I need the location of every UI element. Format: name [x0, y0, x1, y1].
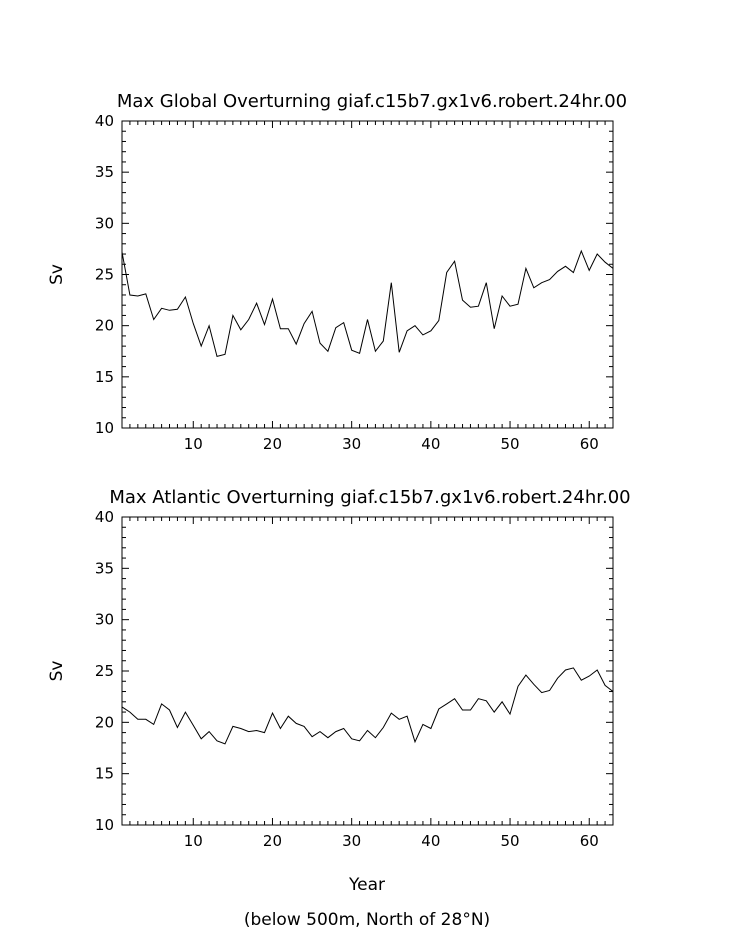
footnote: (below 500m, North of 28°N): [244, 910, 490, 930]
y-tick-label: 25: [95, 266, 114, 284]
y-tick-label: 30: [95, 214, 114, 232]
global-overturning-title: Max Global Overturning giaf.c15b7.gx1v6.…: [117, 91, 627, 112]
y-tick-label: 40: [95, 508, 114, 526]
x-tick-label: 50: [501, 435, 520, 453]
y-tick-label: 25: [95, 662, 114, 680]
atlantic-overturning-panel: Max Atlantic Overturning giaf.c15b7.gx1v…: [47, 487, 631, 930]
atlantic-y-axis-label: Sv: [47, 661, 67, 682]
global-ticks: [121, 120, 614, 429]
y-tick-label: 10: [95, 816, 114, 834]
x-tick-label: 30: [342, 435, 361, 453]
x-axis-label: Year: [348, 875, 385, 895]
x-tick-label: 10: [184, 832, 203, 850]
global-overturning-panel: Max Global Overturning giaf.c15b7.gx1v6.…: [47, 91, 627, 453]
atlantic-ticks: [121, 516, 614, 826]
x-tick-label: 60: [580, 435, 599, 453]
atlantic-overturning-line: [121, 667, 614, 745]
atlantic-plot-frame: [121, 516, 614, 826]
global-overturning-line: [121, 249, 614, 358]
atlantic-tick-labels: 10 20 30 40 50 60 10 15 20 25 30 35 40: [95, 508, 599, 850]
x-tick-label: 40: [421, 832, 440, 850]
y-tick-label: 20: [95, 317, 114, 335]
x-tick-label: 40: [421, 435, 440, 453]
x-tick-label: 50: [501, 832, 520, 850]
global-tick-labels: 10 20 30 40 50 60 10 15 20 25 30 35 40: [95, 112, 599, 453]
atlantic-overturning-title: Max Atlantic Overturning giaf.c15b7.gx1v…: [109, 487, 630, 508]
y-tick-label: 35: [95, 163, 114, 181]
x-tick-label: 30: [342, 832, 361, 850]
y-tick-label: 15: [95, 368, 114, 386]
x-tick-label: 20: [263, 435, 282, 453]
global-y-axis-label: Sv: [47, 264, 67, 285]
y-tick-label: 30: [95, 611, 114, 629]
y-tick-label: 35: [95, 559, 114, 577]
x-tick-label: 60: [580, 832, 599, 850]
global-plot-frame: [121, 120, 614, 429]
y-tick-label: 15: [95, 765, 114, 783]
x-tick-label: 20: [263, 832, 282, 850]
x-tick-label: 10: [184, 435, 203, 453]
y-tick-label: 10: [95, 419, 114, 437]
y-tick-label: 40: [95, 112, 114, 130]
y-tick-label: 20: [95, 713, 114, 731]
